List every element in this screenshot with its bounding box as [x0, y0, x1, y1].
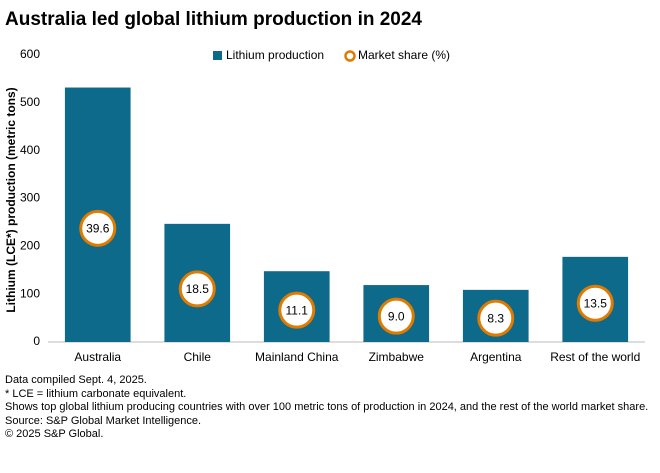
- y-tick-label: 600: [20, 47, 40, 61]
- y-tick-label: 100: [20, 286, 40, 300]
- chart-title: Australia led global lithium production …: [5, 9, 422, 30]
- share-marker: [377, 297, 415, 335]
- share-marker: [79, 209, 117, 247]
- share-label: 9.0: [388, 309, 405, 323]
- legend-label: Market share (%): [358, 48, 450, 62]
- note: * LCE = lithium carbonate equivalent.: [5, 387, 187, 400]
- share-label: 18.5: [186, 282, 210, 296]
- share-marker: [178, 270, 216, 308]
- note: © 2025 S&P Global.: [5, 428, 104, 440]
- x-tick-label: Mainland China: [255, 350, 339, 364]
- y-tick-label: 200: [20, 239, 40, 253]
- note: Data compiled Sept. 4, 2025.: [5, 374, 147, 386]
- x-tick-label: Australia: [74, 350, 121, 364]
- x-tick-label: Argentina: [470, 350, 522, 364]
- notes: Data compiled Sept. 4, 2025. * LCE = lith…: [5, 374, 655, 442]
- share-label: 8.3: [487, 311, 504, 325]
- legend-swatch: [213, 51, 222, 60]
- y-tick-label: 400: [20, 143, 40, 157]
- legend-swatch: [344, 50, 356, 62]
- share-label: 11.1: [286, 303, 309, 317]
- y-tick-label: 0: [33, 334, 40, 348]
- x-tick-label: Zimbabwe: [369, 350, 425, 364]
- note: Shows top global lithium producing count…: [5, 401, 649, 413]
- share-marker: [477, 299, 515, 337]
- y-axis-label: Lithium (LCE*) production (metric tons): [4, 87, 18, 312]
- y-tick-label: 500: [20, 95, 40, 109]
- x-tick-label: Chile: [184, 350, 212, 364]
- chart: Australia led global lithium production …: [4, 9, 645, 364]
- legend-label: Lithium production: [226, 48, 324, 62]
- share-label: 13.5: [584, 296, 608, 310]
- share-marker: [278, 291, 316, 329]
- y-tick-label: 300: [20, 191, 40, 205]
- share-label: 39.6: [86, 222, 110, 236]
- note: Source: S&P Global Market Intelligence.: [5, 414, 202, 427]
- share-marker: [576, 284, 614, 322]
- x-tick-label: Rest of the world: [550, 350, 640, 364]
